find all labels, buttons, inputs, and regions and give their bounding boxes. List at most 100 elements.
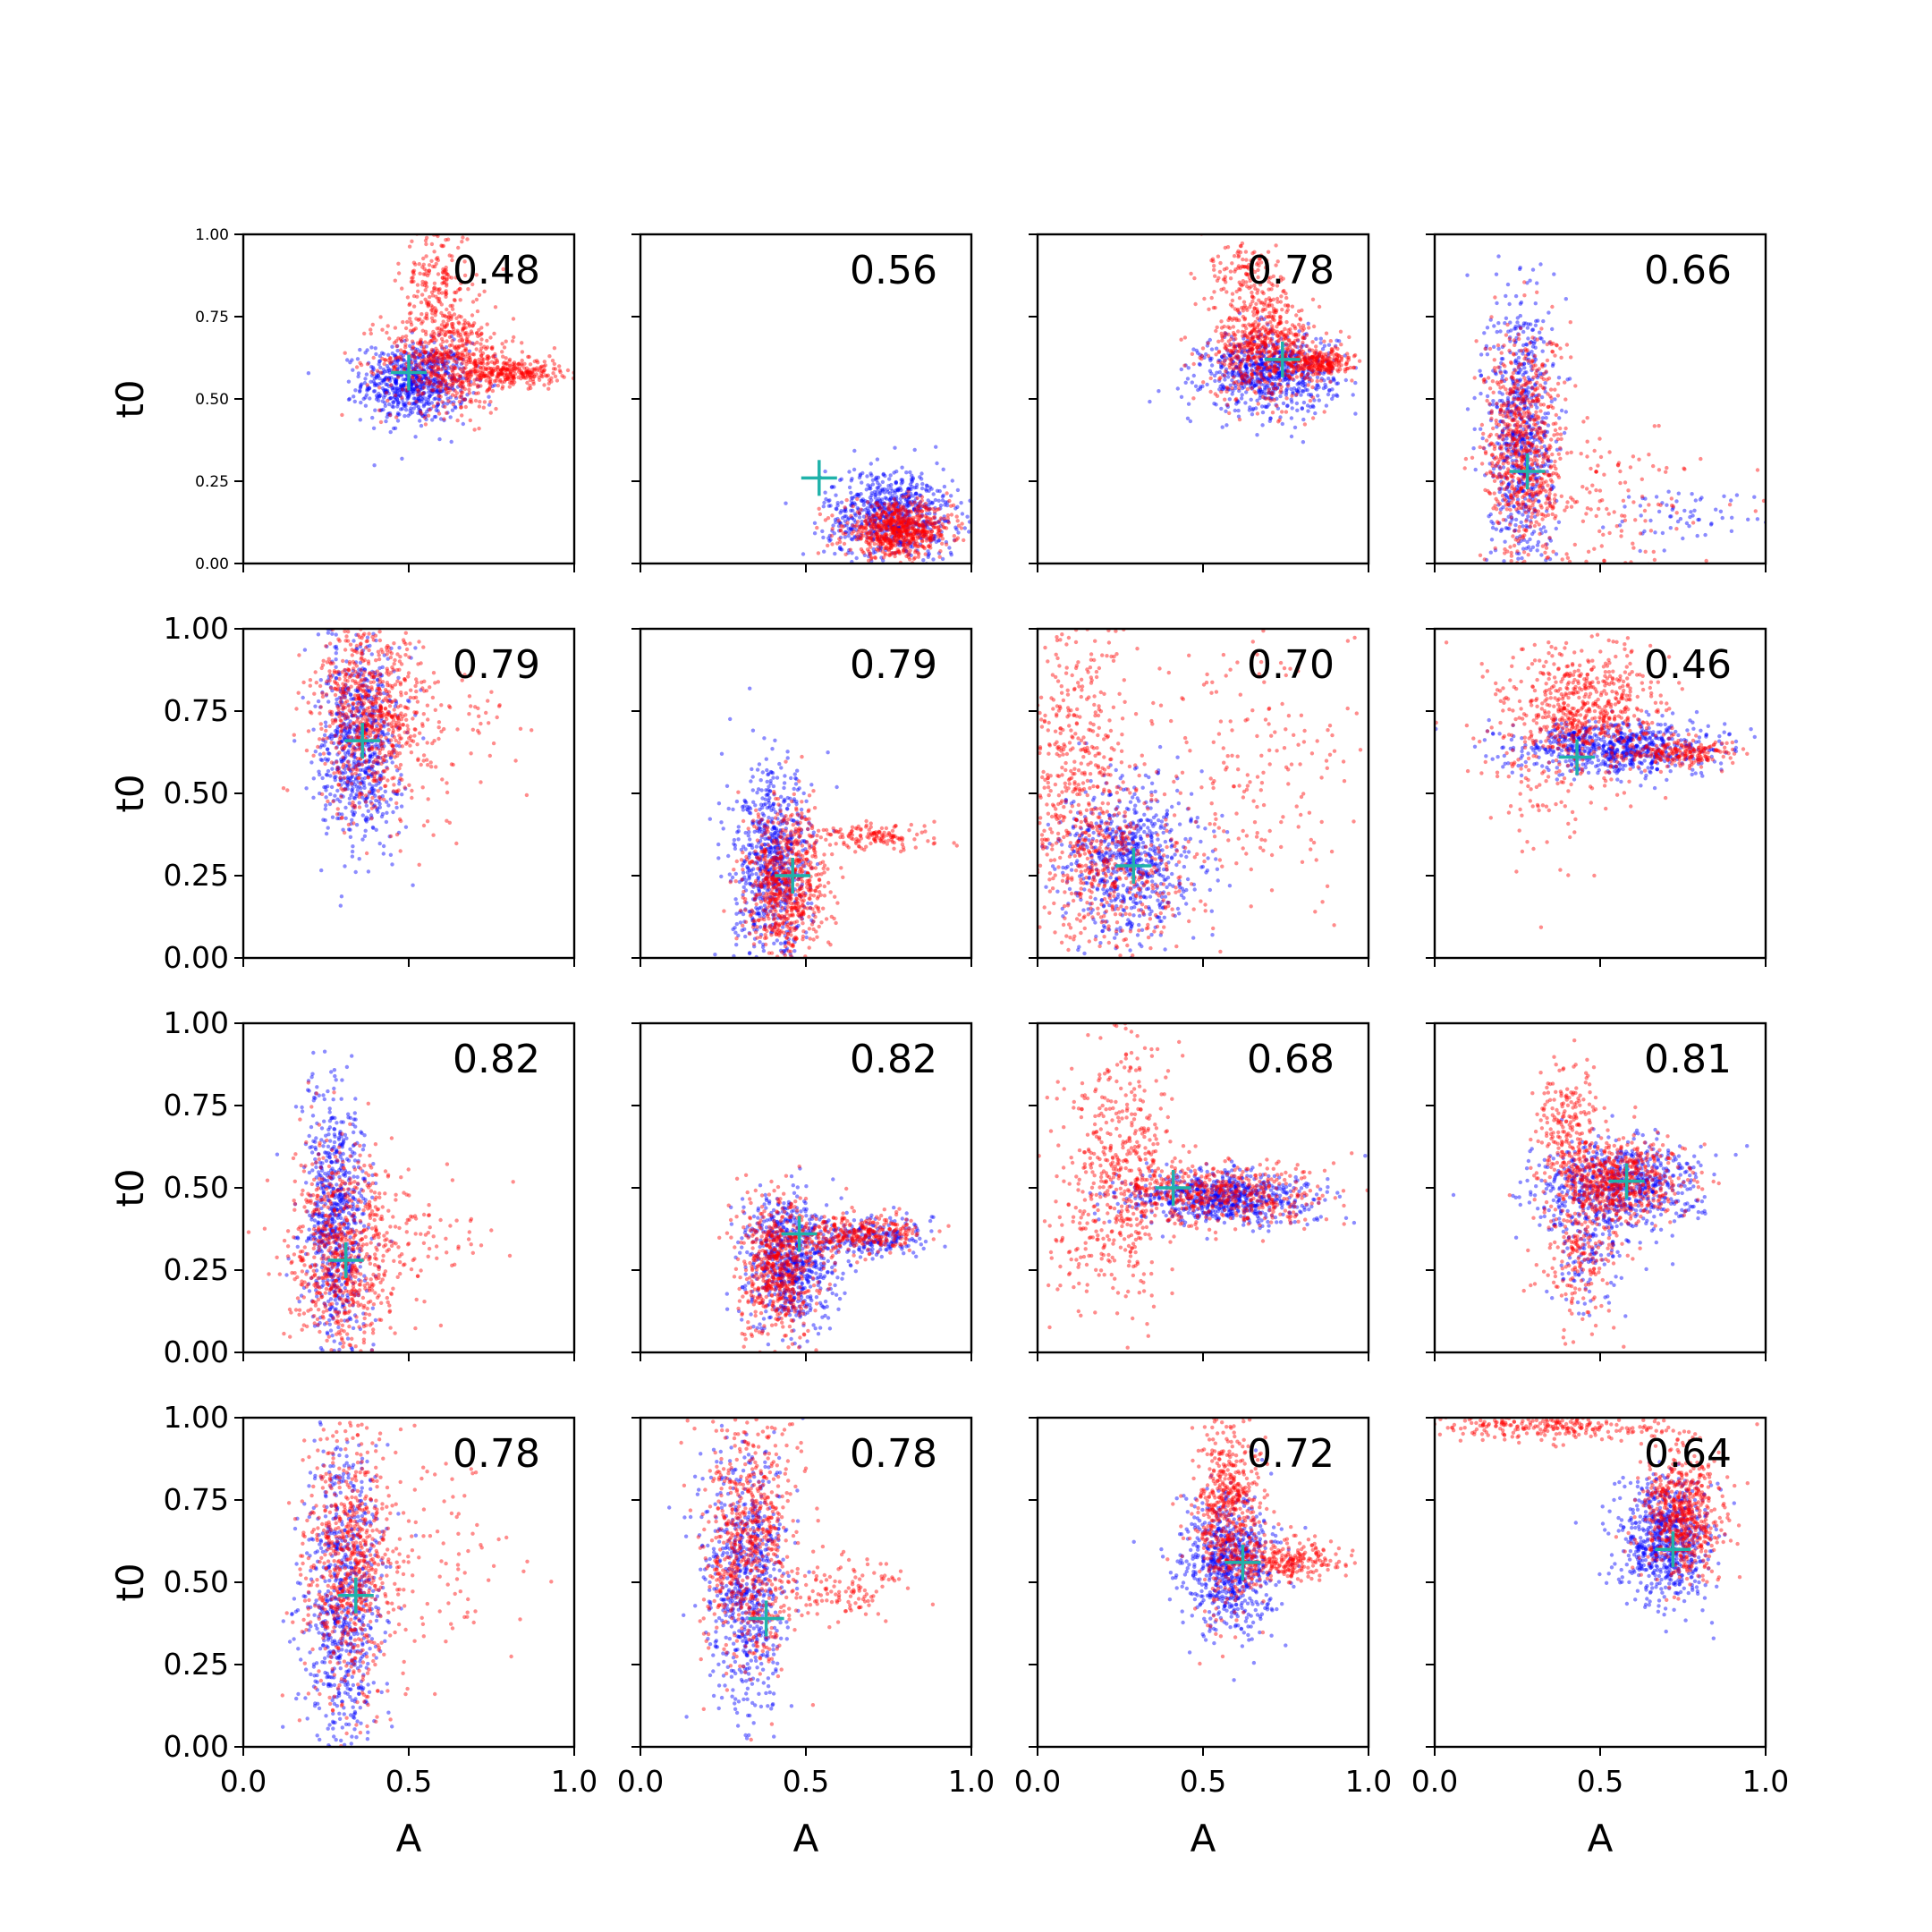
red-point: [487, 374, 492, 379]
blue-point: [876, 480, 880, 486]
blue-point: [418, 394, 422, 398]
blue-point: [887, 520, 892, 524]
red-point: [867, 558, 871, 563]
red-point: [433, 357, 437, 362]
red-point: [1344, 366, 1350, 371]
blue-point: [1270, 389, 1275, 394]
red-point: [881, 510, 886, 514]
red-point: [1278, 388, 1284, 393]
red-point: [1300, 372, 1304, 377]
blue-point: [419, 379, 423, 384]
blue-point: [445, 386, 450, 391]
red-point: [442, 363, 446, 369]
red-point: [1179, 337, 1183, 342]
red-point: [416, 389, 421, 394]
red-point: [903, 536, 909, 541]
red-point: [889, 539, 894, 544]
blue-point: [838, 547, 843, 552]
red-point: [411, 268, 417, 273]
red-point: [436, 326, 441, 331]
red-point: [915, 530, 919, 535]
blue-point: [423, 396, 428, 401]
red-point: [893, 527, 897, 531]
red-point: [479, 361, 483, 366]
red-point: [890, 519, 894, 524]
blue-point: [388, 429, 393, 435]
blue-point: [1326, 351, 1332, 355]
blue-point: [440, 379, 445, 384]
blue-point: [1226, 375, 1231, 379]
red-point: [1269, 221, 1273, 225]
blue-point: [1263, 345, 1267, 350]
blue-point: [784, 501, 788, 505]
red-point: [1259, 366, 1264, 370]
red-point: [451, 355, 455, 360]
blue-point: [441, 401, 446, 405]
blue-point: [1497, 434, 1502, 438]
red-point: [904, 522, 909, 528]
red-point: [480, 372, 486, 377]
red-point: [1223, 342, 1228, 347]
blue-point: [1233, 344, 1238, 349]
blue-point: [371, 379, 376, 384]
blue-point: [395, 404, 400, 409]
red-point: [1240, 329, 1245, 335]
red-point: [1228, 360, 1233, 366]
blue-point: [832, 531, 836, 536]
red-point: [1254, 301, 1258, 306]
blue-point: [1521, 481, 1526, 487]
red-point: [1233, 361, 1238, 366]
red-point: [1223, 331, 1227, 335]
blue-point: [930, 500, 935, 505]
red-point: [436, 385, 440, 389]
red-point: [429, 303, 434, 308]
blue-point: [858, 472, 862, 477]
red-point: [1317, 364, 1321, 369]
blue-point: [417, 376, 421, 380]
blue-point: [411, 352, 416, 357]
blue-point: [900, 465, 904, 470]
blue-point: [855, 505, 860, 511]
red-point: [535, 359, 539, 363]
blue-point: [864, 487, 869, 492]
red-point: [386, 358, 391, 362]
blue-point: [1287, 374, 1292, 378]
blue-point: [904, 530, 909, 534]
red-point: [1315, 352, 1319, 356]
blue-point: [919, 504, 925, 509]
blue-point: [411, 402, 416, 406]
blue-point: [865, 474, 869, 479]
blue-point: [1286, 377, 1292, 381]
red-point: [428, 374, 434, 379]
red-point: [932, 514, 937, 520]
red-point: [418, 271, 422, 275]
red-point: [469, 369, 473, 373]
red-point: [460, 360, 465, 365]
blue-point: [985, 486, 988, 489]
blue-point: [881, 558, 886, 563]
blue-point: [1258, 369, 1263, 374]
red-point: [1304, 364, 1309, 369]
blue-point: [886, 514, 890, 520]
blue-point: [380, 378, 385, 383]
red-point: [909, 522, 914, 527]
red-point: [909, 532, 913, 537]
red-point: [919, 538, 925, 543]
blue-point: [1268, 362, 1273, 367]
red-point: [424, 242, 428, 247]
blue-point: [393, 377, 397, 382]
red-point: [415, 283, 420, 287]
blue-point: [1276, 374, 1282, 378]
red-point: [455, 346, 461, 351]
red-point: [1241, 282, 1246, 287]
red-point: [500, 350, 504, 354]
blue-point: [493, 383, 497, 387]
blue-point: [890, 522, 894, 527]
red-point: [502, 379, 507, 384]
red-point: [906, 532, 911, 537]
blue-point: [869, 527, 875, 531]
blue-point: [1274, 350, 1278, 355]
red-point: [864, 530, 869, 535]
red-point: [507, 385, 512, 389]
blue-point: [872, 489, 877, 495]
